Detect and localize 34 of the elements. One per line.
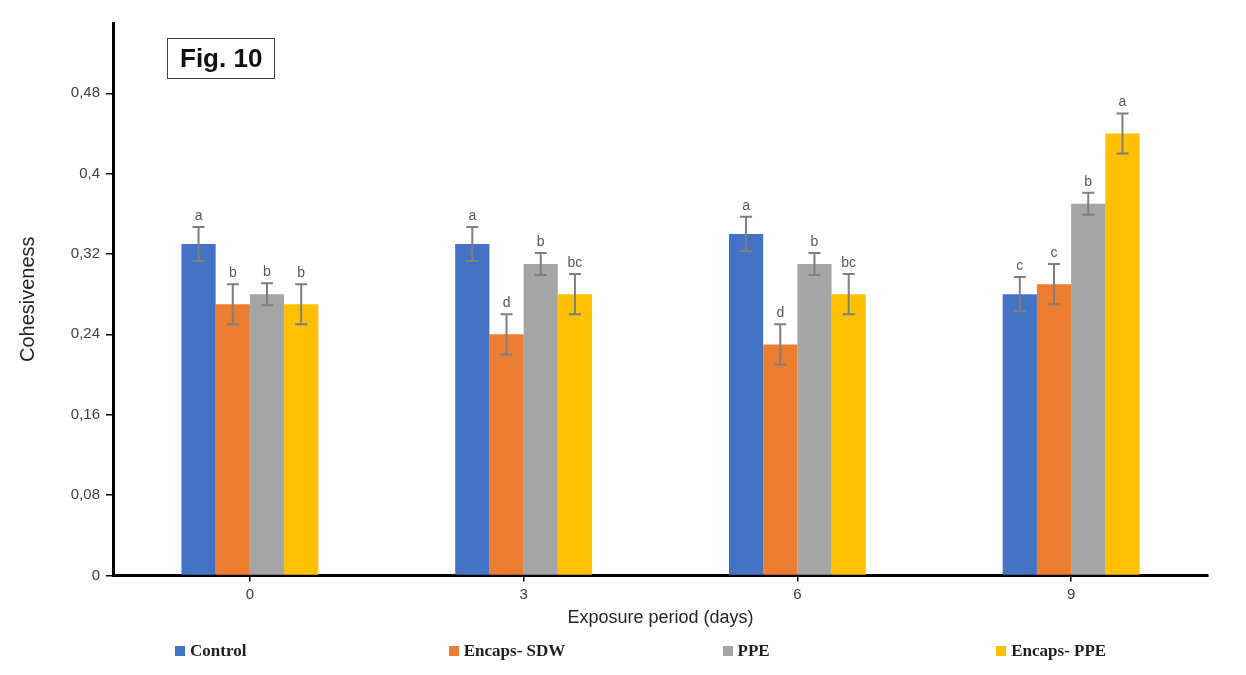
- x-tick-label: 3: [519, 584, 528, 602]
- data-label: a: [742, 196, 751, 213]
- y-axis-title: Cohesiveness: [15, 236, 38, 363]
- data-label: c: [1016, 256, 1024, 273]
- y-tick-label: 0,48: [70, 83, 100, 101]
- data-label: b: [228, 263, 237, 280]
- data-label: b: [263, 262, 272, 279]
- x-tick-label: 0: [245, 584, 255, 602]
- y-tick-label: 0,08: [70, 485, 100, 503]
- legend-label: Encaps- PPE: [1011, 641, 1107, 661]
- y-tick-label: 0,24: [70, 324, 100, 342]
- data-label: a: [194, 206, 203, 223]
- y-tick-label: 0,4: [79, 163, 100, 181]
- legend-label: Encaps- SDW: [463, 641, 566, 661]
- data-label: b: [810, 232, 819, 249]
- data-label: bc: [841, 253, 857, 270]
- legend-label: Control: [190, 641, 247, 661]
- data-label: a: [1118, 93, 1127, 110]
- x-axis-title: Exposure period (days): [567, 607, 754, 628]
- data-label: a: [468, 206, 477, 223]
- data-label: c: [1050, 243, 1058, 260]
- y-tick-label: 0,32: [70, 244, 100, 262]
- data-label: bc: [567, 253, 583, 270]
- data-label: d: [776, 304, 785, 321]
- legend-label: PPE: [737, 641, 770, 661]
- x-tick-label: 6: [793, 584, 802, 602]
- data-label: b: [297, 263, 306, 280]
- text: Fig. 10: [167, 38, 276, 79]
- y-tick-label: 0,16: [70, 404, 100, 422]
- data-label: d: [502, 294, 511, 311]
- data-label: b: [1084, 172, 1093, 189]
- y-tick-label: 0: [91, 565, 100, 583]
- data-label: b: [536, 232, 545, 249]
- x-tick-label: 9: [1066, 584, 1076, 602]
